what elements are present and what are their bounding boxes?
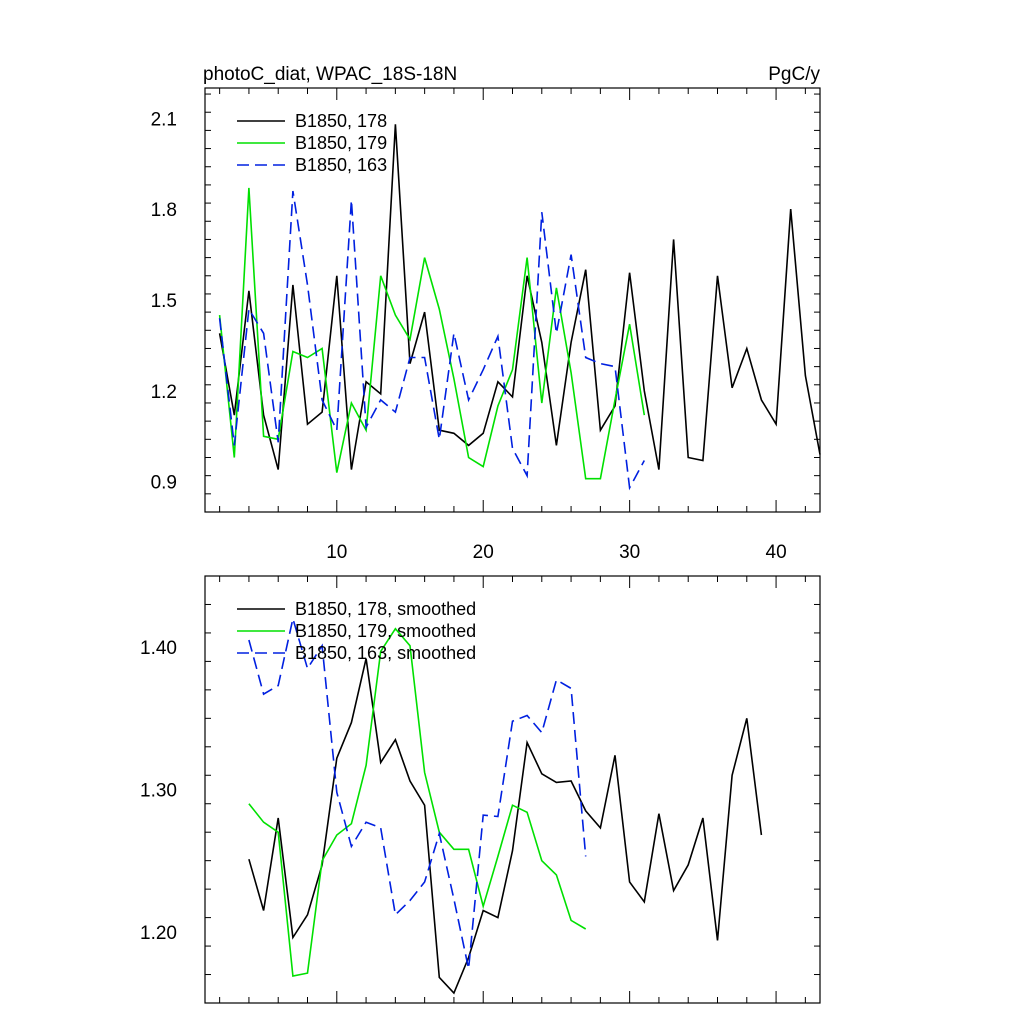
x-tick-label: 10 [326,542,347,563]
units-label: PgC/y [768,64,820,85]
chart-title: photoC_diat, WPAC_18S-18N [203,64,457,85]
legend-label: B1850, 179 [295,133,387,153]
legend-label: B1850, 163 [295,155,387,175]
x-tick-label: 40 [766,542,787,563]
x-tick-label: 30 [619,542,640,563]
legend-label: B1850, 178 [295,111,387,131]
y-tick-label: 1.5 [151,291,177,312]
x-tick-label: 20 [473,542,494,563]
legend-label: B1850, 163, smoothed [295,643,476,663]
series-line [248,658,763,995]
y-tick-label: 1.20 [140,923,177,944]
y-tick-label: 2.1 [151,109,177,130]
panel-top: 10 20 30 40 0.9 1.2 1.5 1.8 2.1 photoC_diat, WPAC… [151,64,821,563]
series-line [218,190,646,491]
y-tick-label: 1.30 [140,781,177,802]
y-tick-label: 1.2 [151,382,177,403]
y-tick-label: 1.8 [151,200,177,221]
legend-label: B1850, 179, smoothed [295,621,476,641]
series-line [218,124,821,470]
series-line [248,618,587,969]
y-tick-label: 0.9 [151,473,177,494]
legend-label: B1850, 178, smoothed [295,599,476,619]
series-line [218,187,646,480]
y-tick-label: 1.40 [140,638,177,659]
series-line [248,627,587,977]
